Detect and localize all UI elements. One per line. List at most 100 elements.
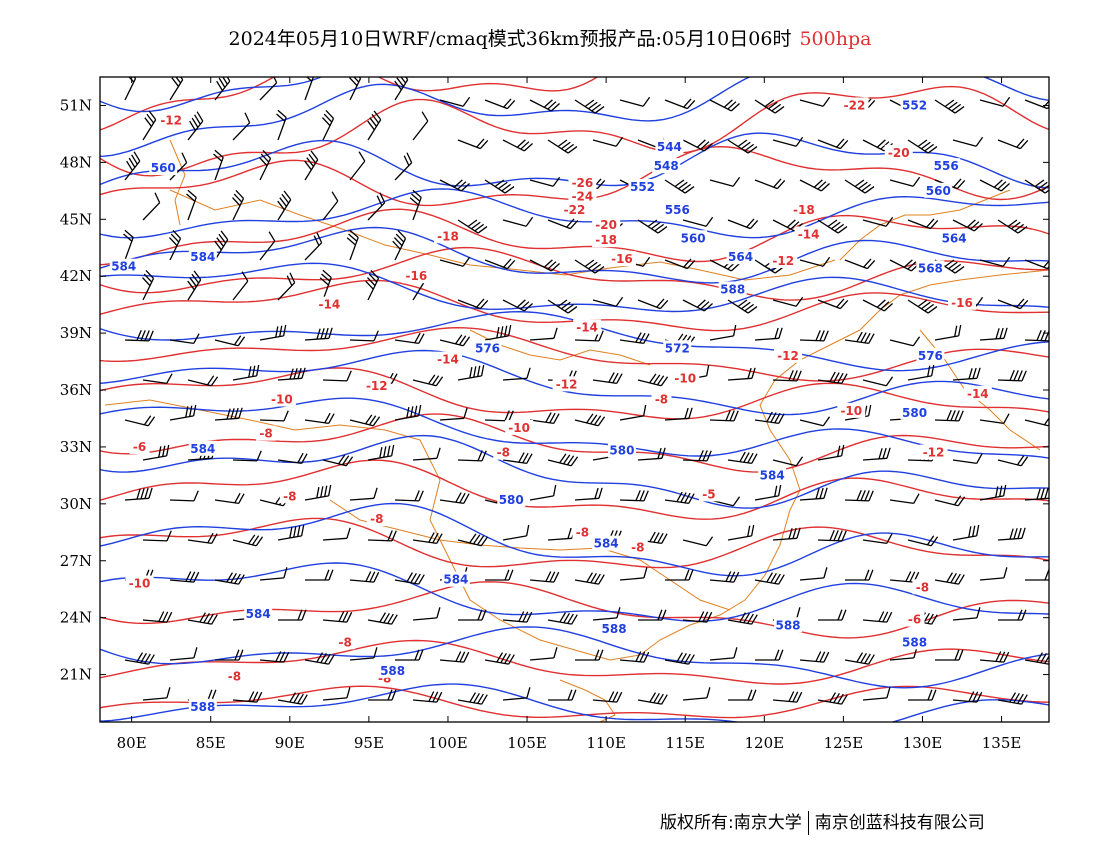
- barb-feather: [903, 259, 913, 268]
- barb-feather: [526, 453, 533, 464]
- geopotential-label: 588: [602, 622, 627, 636]
- geopotential-label: 588: [902, 635, 927, 649]
- barb-feather: [232, 197, 241, 207]
- barb-staff: [682, 219, 707, 227]
- label-bg: [493, 444, 514, 460]
- wind-barb: [142, 110, 157, 141]
- barb-feather: [275, 651, 282, 662]
- wind-barb: [232, 189, 245, 221]
- label-bg: [592, 216, 621, 232]
- barb-feather: [924, 143, 935, 152]
- barb-feather: [283, 410, 289, 422]
- barb-feather: [273, 77, 278, 84]
- barb-feather: [567, 689, 573, 701]
- barb-feather: [926, 535, 935, 546]
- barb-feather: [593, 415, 602, 426]
- geopotential-contour: [100, 434, 1049, 509]
- barb-feather: [656, 375, 665, 386]
- barb-feather: [136, 330, 142, 341]
- barb-feather: [923, 612, 930, 624]
- barb-feather: [723, 99, 733, 108]
- wind-barb: [484, 258, 516, 270]
- barb-staff: [232, 122, 251, 141]
- barb-feather: [1003, 651, 1010, 663]
- barb-feather: [864, 569, 870, 581]
- wind-barb: [862, 687, 891, 701]
- barb-feather: [203, 612, 210, 624]
- wind-barb: [682, 687, 711, 701]
- barb-feather: [705, 536, 714, 547]
- wind-barb: [548, 689, 577, 701]
- barb-feather: [864, 186, 875, 194]
- barb-feather: [436, 607, 441, 619]
- barb-feather: [283, 190, 292, 201]
- wind-barb: [728, 689, 757, 701]
- barb-feather: [523, 143, 533, 152]
- barb-feather: [1017, 693, 1024, 704]
- barb-feather: [1044, 654, 1049, 664]
- barb-feather: [283, 567, 288, 579]
- wind-barb: [457, 364, 485, 381]
- barb-feather: [283, 651, 290, 663]
- barb-feather: [279, 651, 286, 663]
- barb-feather: [467, 219, 478, 228]
- barb-feather: [635, 332, 642, 343]
- barb-feather: [649, 373, 657, 384]
- barb-feather: [364, 414, 373, 425]
- barb-feather: [562, 454, 571, 465]
- wind-barb: [997, 138, 1029, 150]
- barb-feather: [1036, 330, 1042, 341]
- wind-barb: [979, 413, 1010, 424]
- barb-feather: [737, 139, 748, 148]
- barb-feather: [136, 652, 144, 663]
- copyright-footer: 版权所有:南京大学 南京创蓝科技有限公司: [660, 808, 985, 835]
- barb-feather: [211, 614, 218, 625]
- wind-barb: [997, 370, 1027, 382]
- label-bg: [592, 232, 621, 248]
- wind-barb: [637, 447, 666, 461]
- barb-feather: [543, 99, 553, 108]
- barb-feather: [1002, 256, 1011, 267]
- barb-feather: [747, 452, 754, 464]
- barb-feather: [1021, 694, 1028, 705]
- barb-feather: [651, 221, 661, 230]
- barb-feather: [193, 571, 200, 583]
- temperature-label: -20: [595, 218, 617, 232]
- temperature-label: -10: [508, 421, 530, 435]
- barb-feather: [496, 326, 500, 339]
- temperature-label: -14: [437, 353, 459, 367]
- barb-feather: [140, 488, 145, 500]
- barb-feather: [954, 106, 965, 114]
- wind-barb: [439, 96, 471, 107]
- barb-staff: [862, 697, 887, 701]
- temperature-label: -24: [572, 190, 594, 204]
- barb-feather: [823, 487, 828, 499]
- barb-feather: [567, 146, 578, 154]
- barb-feather: [840, 444, 845, 456]
- barb-feather: [598, 649, 604, 661]
- geopotential-contour: [100, 349, 1049, 416]
- wind-barb: [727, 299, 758, 314]
- barb-feather: [124, 229, 134, 238]
- wind-barb: [439, 492, 470, 504]
- barb-feather: [657, 447, 662, 459]
- barb-feather: [526, 367, 531, 379]
- wind-barb: [322, 109, 335, 141]
- barb-feather: [1043, 417, 1049, 426]
- barb-feather: [373, 110, 382, 121]
- barb-feather: [885, 376, 894, 387]
- wind-barb: [186, 189, 197, 221]
- barb-feather: [206, 375, 215, 386]
- wind-barb: [187, 532, 218, 544]
- barb-feather: [976, 691, 983, 703]
- wind-barb: [215, 649, 244, 661]
- barb-feather: [325, 109, 334, 119]
- barb-feather: [324, 327, 329, 339]
- barb-feather: [170, 233, 180, 243]
- barb-feather: [737, 299, 748, 308]
- lon-label: 120E: [745, 734, 785, 752]
- barb-feather: [596, 179, 606, 190]
- wind-barb: [862, 376, 894, 387]
- wind-barb: [123, 229, 134, 261]
- barb-feather: [428, 532, 435, 543]
